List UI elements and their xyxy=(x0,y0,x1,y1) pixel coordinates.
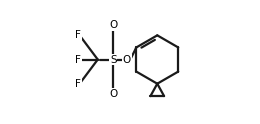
Text: F: F xyxy=(75,55,81,64)
Text: O: O xyxy=(109,20,117,30)
Text: F: F xyxy=(75,30,81,40)
Text: F: F xyxy=(75,79,81,89)
Text: O: O xyxy=(109,89,117,99)
Text: S: S xyxy=(110,55,116,64)
Text: O: O xyxy=(123,55,131,64)
